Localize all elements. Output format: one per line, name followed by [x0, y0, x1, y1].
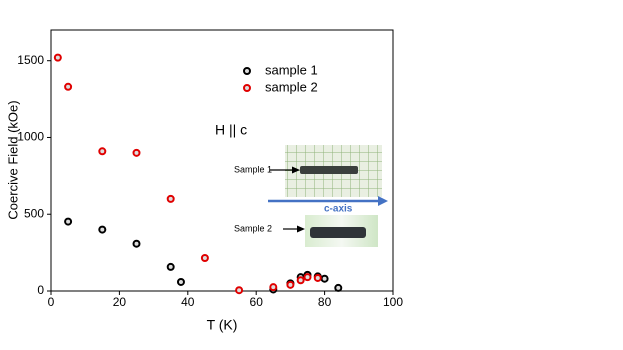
legend-marker	[243, 84, 251, 92]
data-point	[64, 82, 73, 91]
annotation: Sample 2	[234, 223, 272, 233]
x-tick-label: 0	[48, 295, 55, 309]
data-point	[53, 53, 62, 62]
y-tick-label: 1500	[17, 53, 44, 67]
data-point	[176, 277, 185, 286]
data-point	[303, 273, 312, 282]
x-tick-label: 80	[318, 295, 332, 309]
y-tick-label: 0	[37, 283, 44, 297]
annotation: c-axis	[324, 204, 353, 215]
data-point	[98, 147, 107, 156]
data-point	[132, 148, 141, 157]
y-axis-label: Coercive Field (kOe)	[5, 100, 20, 219]
data-point	[200, 253, 209, 262]
x-tick-label: 100	[383, 295, 403, 309]
inset-photo	[268, 145, 388, 247]
data-point	[166, 262, 175, 271]
x-tick-label: 20	[113, 295, 127, 309]
data-point	[132, 239, 141, 248]
data-point	[269, 283, 278, 292]
x-tick-label: 60	[250, 295, 264, 309]
annotation: H || c	[215, 122, 247, 138]
data-point	[64, 217, 73, 226]
legend-label: sample 1	[265, 62, 318, 77]
x-axis-label: T (K)	[207, 317, 238, 333]
data-point	[296, 276, 305, 285]
y-tick-label: 500	[24, 206, 44, 220]
y-tick-label: 1000	[17, 130, 44, 144]
plot-frame	[50, 29, 394, 292]
data-point	[313, 273, 322, 282]
x-tick-label: 40	[181, 295, 195, 309]
data-point	[320, 274, 329, 283]
data-point	[334, 283, 343, 292]
legend-marker	[243, 67, 251, 75]
data-point	[166, 194, 175, 203]
legend-label: sample 2	[265, 79, 318, 94]
data-point	[286, 280, 295, 289]
data-point	[235, 286, 244, 295]
annotation: Sample 1	[234, 164, 272, 174]
data-point	[98, 225, 107, 234]
